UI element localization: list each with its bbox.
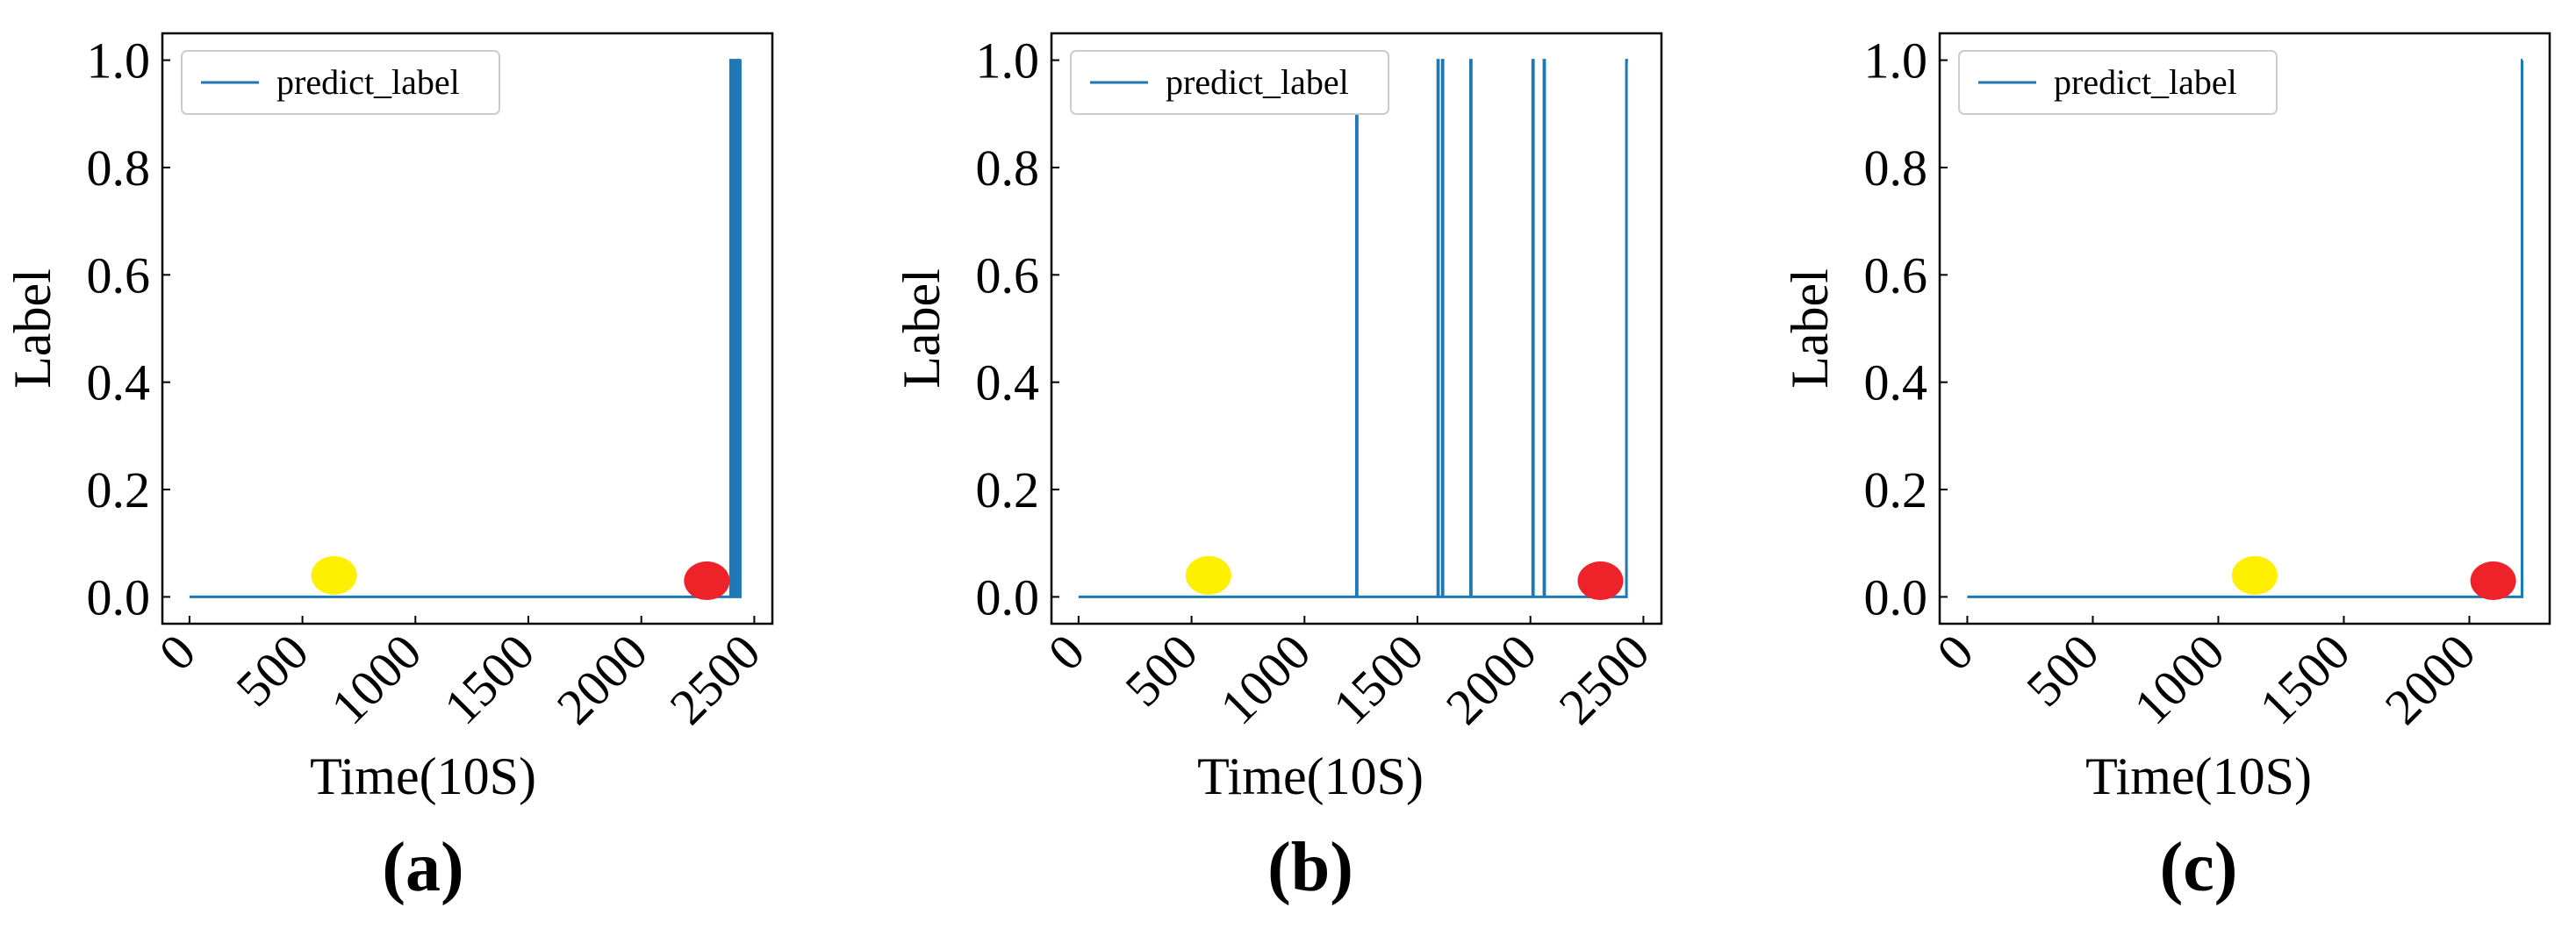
chart-panel-3: 0.0 0.2 0.4 0.6 0.8 1.0 0 500 1000 1500 2000 predic…: [1781, 32, 2551, 906]
axes-frame: [1050, 32, 1663, 625]
yellow-marker: [1185, 555, 1231, 595]
x-tick-label: 1500: [1322, 623, 1434, 735]
legend: predict_label: [1070, 50, 1389, 115]
y-axis-label: Label: [4, 268, 61, 389]
x-tick-label: 1000: [1209, 623, 1322, 735]
x-tick-label: 2500: [1548, 623, 1661, 735]
axes-frame: [161, 32, 774, 625]
legend-box: [1958, 50, 2278, 115]
red-marker: [1577, 561, 1624, 601]
yellow-marker: [311, 555, 357, 595]
legend-box: [1070, 50, 1389, 115]
x-tick-label: 2000: [2374, 623, 2486, 735]
x-tick-label: 1000: [320, 623, 433, 735]
y-tick-label: 0.4: [976, 354, 1040, 411]
legend: predict_label: [1958, 50, 2278, 115]
panel-label: (a): [382, 829, 463, 906]
y-tick-label: 1.0: [976, 32, 1040, 89]
y-tick-label: 0.6: [976, 247, 1040, 304]
y-tick-label: 0.8: [976, 139, 1040, 197]
y-tick-label: 0.4: [87, 354, 151, 411]
x-tick-label: 2000: [546, 623, 658, 735]
y-tick-label: 0.2: [976, 461, 1040, 518]
x-tick-label: 0: [1037, 623, 1095, 681]
panel-label: (b): [1267, 829, 1353, 906]
chart-panel-1: 0.0 0.2 0.4 0.6 0.8 1.0 0 500 1000 1500 2000 2500 pr…: [4, 32, 774, 906]
legend-entry-label: predict_label: [2054, 62, 2237, 102]
x-tick-label: 2500: [659, 623, 771, 735]
legend-entry-label: predict_label: [1166, 62, 1349, 102]
y-tick-label: 0.8: [87, 139, 151, 197]
y-tick-label: 1.0: [1864, 32, 1928, 89]
legend-entry-label: predict_label: [276, 62, 460, 102]
x-tick-label: 500: [2015, 623, 2109, 717]
y-axis-label: Label: [893, 268, 951, 389]
y-tick-label: 0.0: [1864, 568, 1928, 625]
y-tick-label: 1.0: [87, 32, 151, 89]
yellow-marker: [2231, 555, 2278, 595]
legend: predict_label: [181, 50, 500, 115]
x-tick-label: 500: [225, 623, 319, 717]
y-tick-label: 0.8: [1864, 139, 1928, 197]
chart-panel-2: 0.0 0.2 0.4 0.6 0.8 1.0 0 500 1000 1500 2000 2500 pr…: [893, 32, 1663, 906]
red-marker: [2470, 561, 2516, 601]
series-line-predict-label: [189, 59, 742, 598]
axes-frame: [1938, 32, 2551, 625]
x-tick-label: 1000: [2123, 623, 2235, 735]
x-tick-label: 0: [1926, 623, 1984, 681]
x-tick-label: 2000: [1435, 623, 1547, 735]
y-tick-label: 0.2: [1864, 461, 1928, 518]
y-axis-label: Label: [1781, 268, 1839, 389]
x-tick-label: 1500: [433, 623, 545, 735]
red-marker: [684, 561, 730, 601]
y-tick-label: 0.0: [87, 568, 151, 625]
x-axis-label: Time(10S): [310, 747, 536, 805]
x-tick-label: 0: [148, 623, 206, 681]
x-tick-label: 500: [1114, 623, 1208, 717]
legend-box: [181, 50, 500, 115]
series-line-predict-label: [1967, 59, 2523, 598]
series-line-predict-label: [1078, 59, 1628, 598]
x-tick-label: 1500: [2249, 623, 2361, 735]
y-tick-label: 0.0: [976, 568, 1040, 625]
x-axis-label: Time(10S): [2085, 747, 2312, 805]
panel-label: (c): [2160, 829, 2238, 906]
y-tick-label: 0.6: [87, 247, 151, 304]
y-tick-label: 0.2: [87, 461, 151, 518]
y-tick-label: 0.4: [1864, 354, 1928, 411]
x-axis-label: Time(10S): [1197, 747, 1424, 805]
y-tick-label: 0.6: [1864, 247, 1928, 304]
